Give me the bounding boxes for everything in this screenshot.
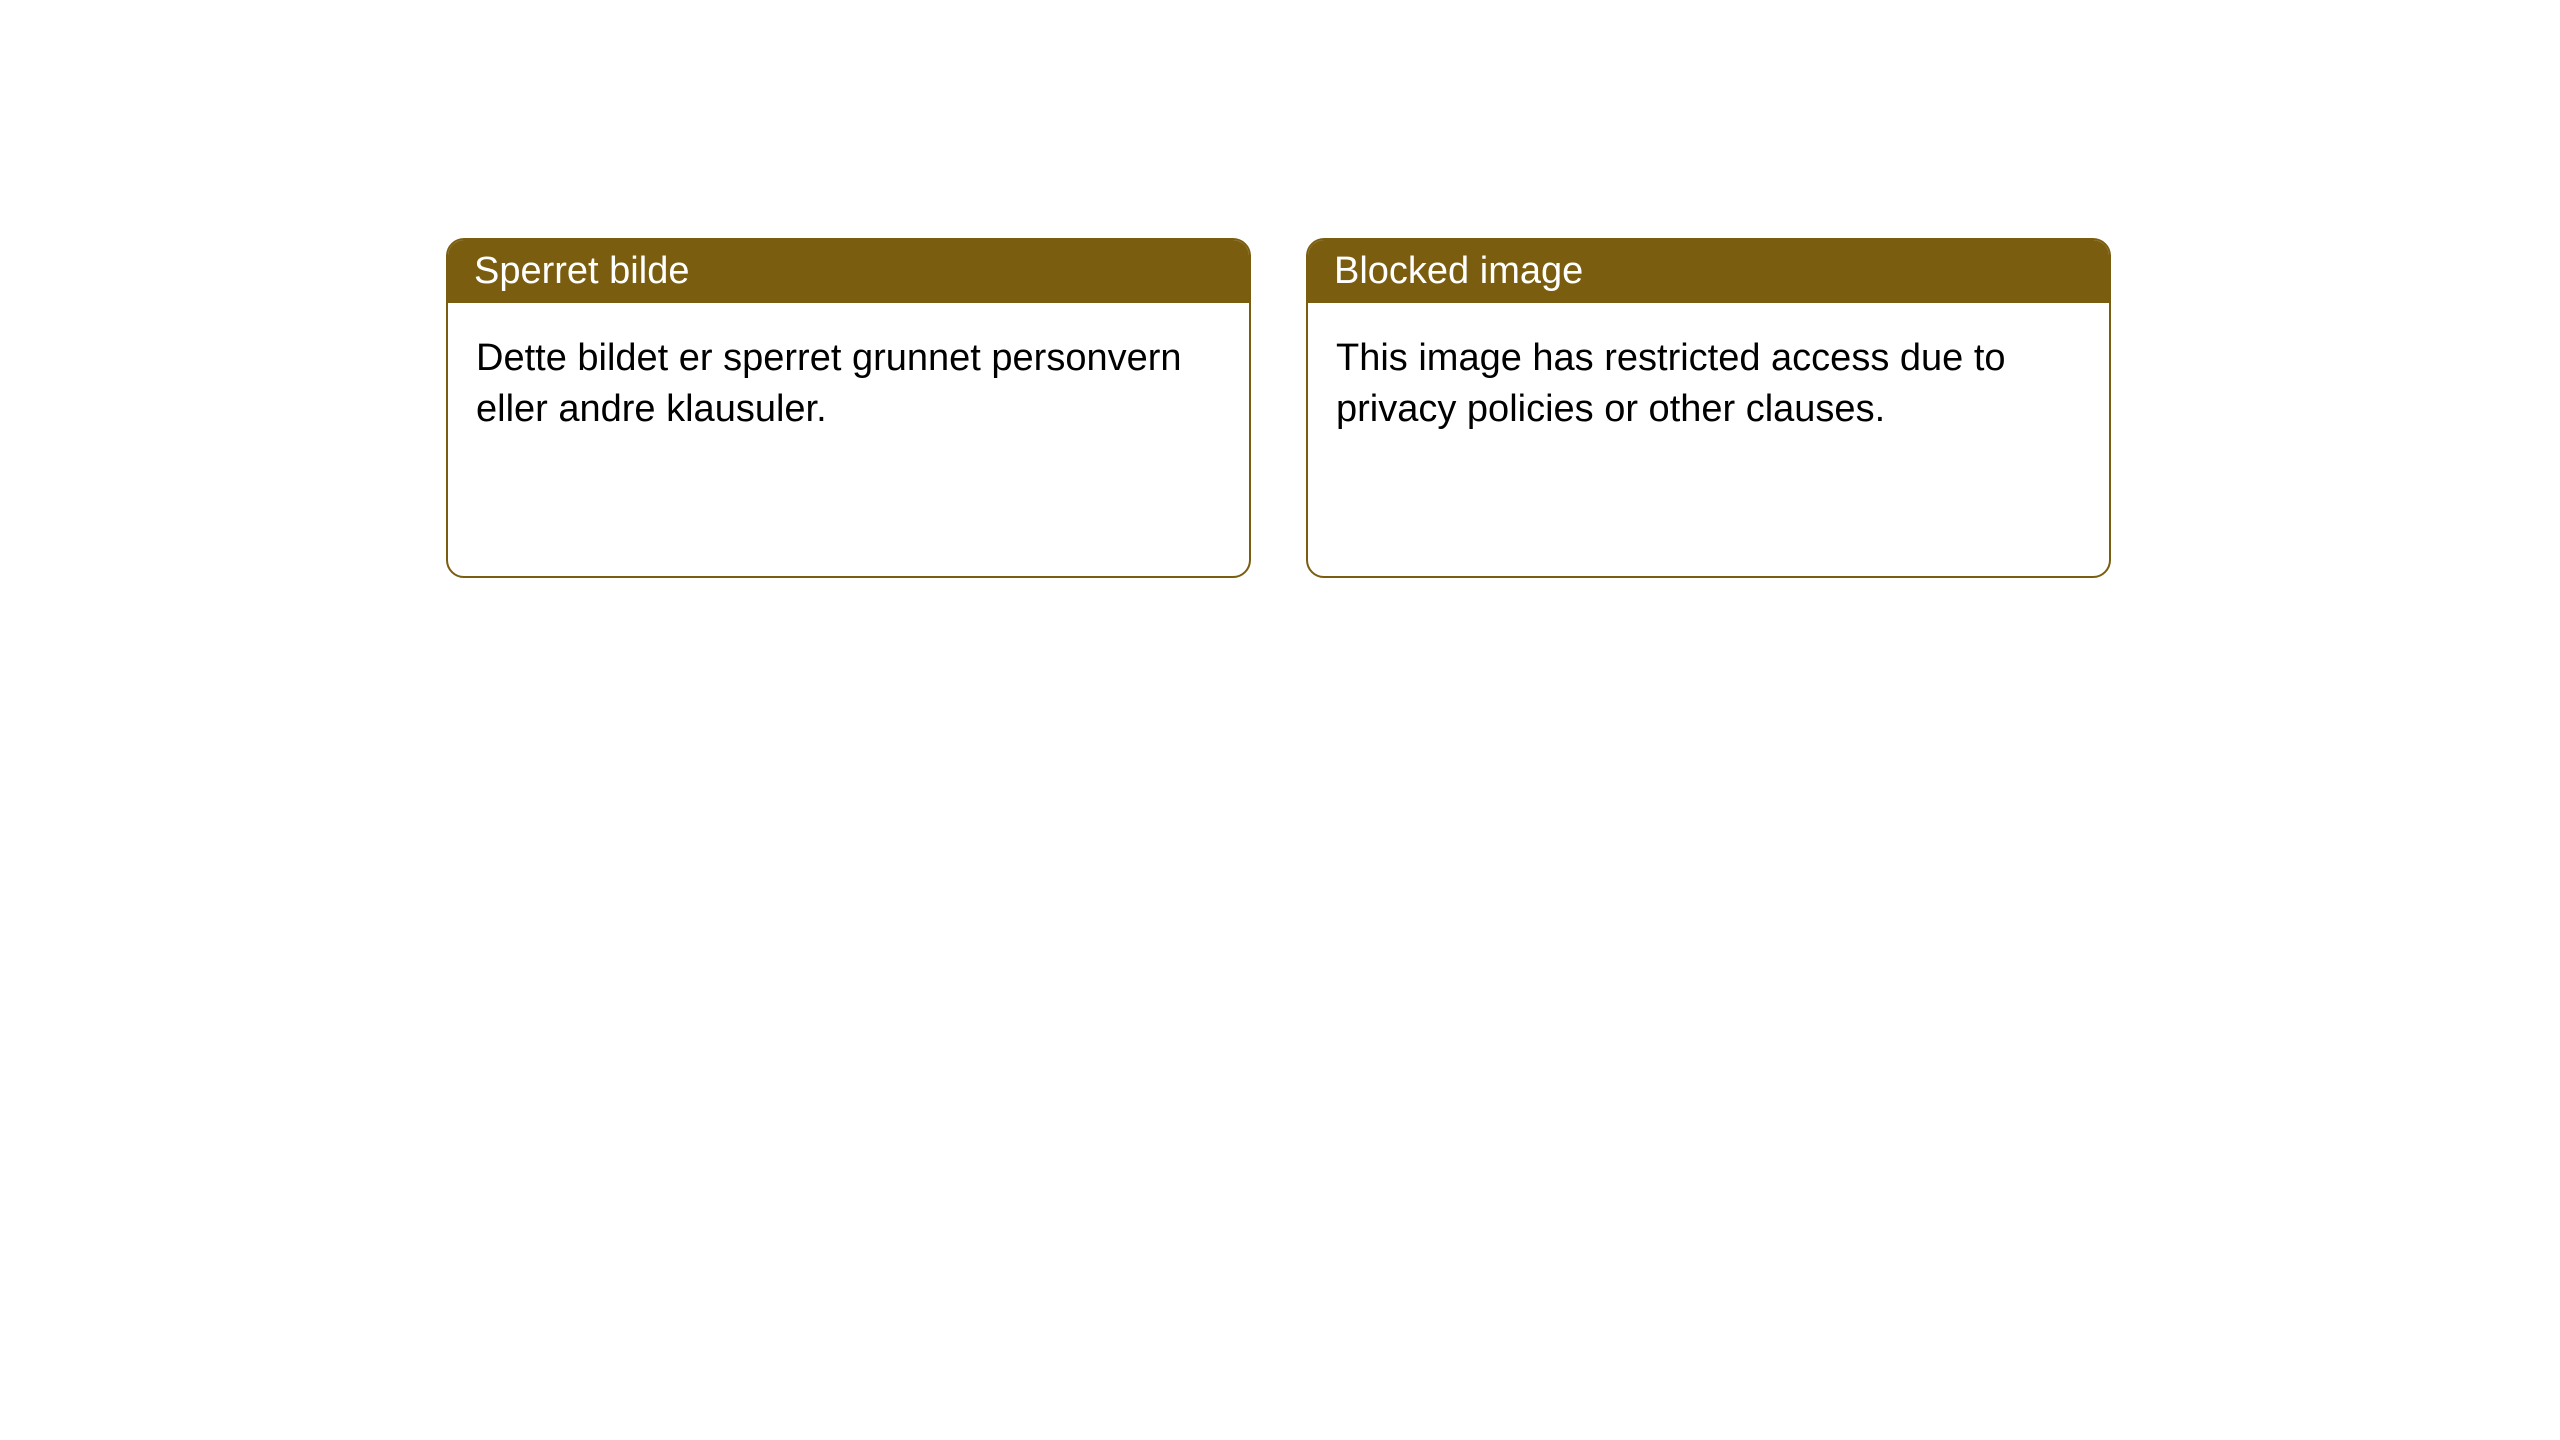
notice-body: This image has restricted access due to … — [1308, 303, 2109, 466]
notice-header: Blocked image — [1308, 240, 2109, 303]
notice-body: Dette bildet er sperret grunnet personve… — [448, 303, 1249, 466]
notice-box-english: Blocked image This image has restricted … — [1306, 238, 2111, 578]
notice-container: Sperret bilde Dette bildet er sperret gr… — [446, 238, 2111, 578]
notice-title: Blocked image — [1334, 250, 1583, 292]
notice-body-text: Dette bildet er sperret grunnet personve… — [476, 337, 1182, 430]
notice-header: Sperret bilde — [448, 240, 1249, 303]
notice-body-text: This image has restricted access due to … — [1336, 337, 2006, 430]
notice-box-norwegian: Sperret bilde Dette bildet er sperret gr… — [446, 238, 1251, 578]
notice-title: Sperret bilde — [474, 250, 689, 292]
